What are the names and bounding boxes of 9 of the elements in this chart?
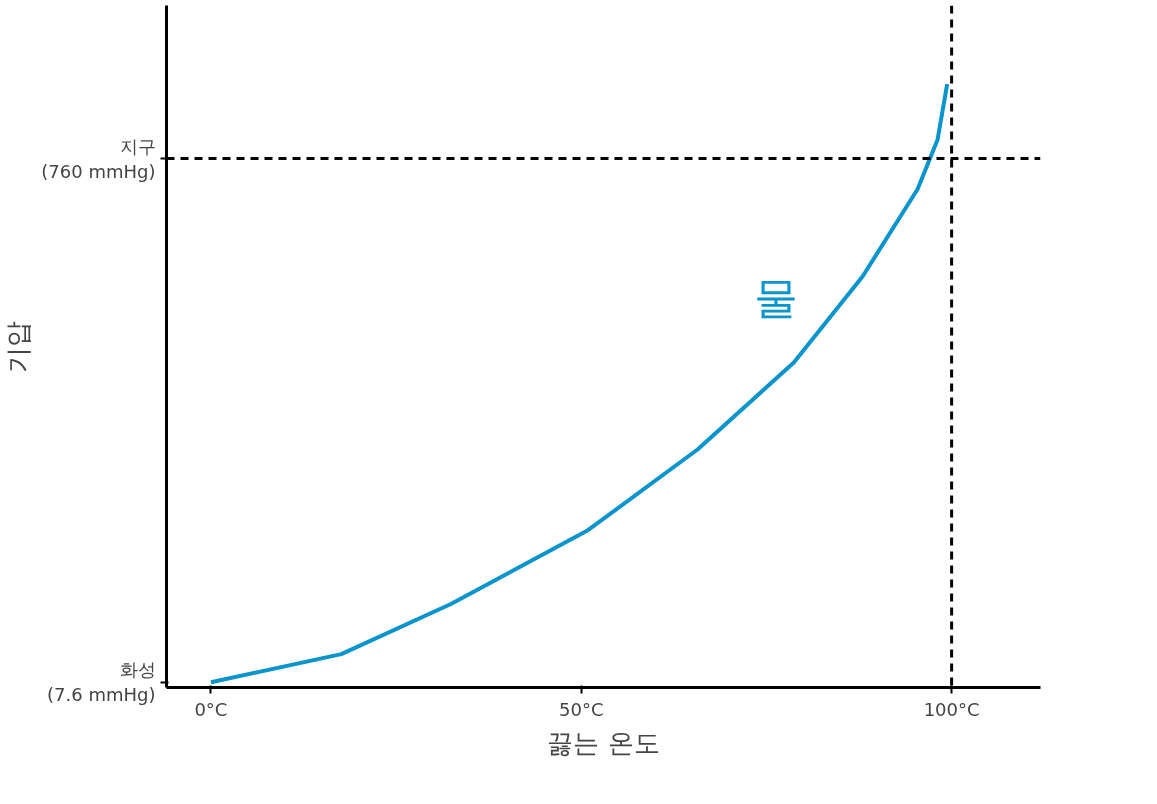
x-tick-label: 0°C — [194, 698, 228, 720]
y-tick-label: 화성 (7.6 mmHg) — [47, 659, 156, 706]
series-label: 물 — [753, 271, 798, 323]
y-axis-title: 기압 — [3, 320, 34, 373]
x-tick-label: 50°C — [559, 698, 604, 720]
x-tick-label: 100°C — [923, 698, 980, 720]
x-axis-title: 끓는 온도 — [547, 727, 660, 758]
y-tick-label: 지구 (760 mmHg) — [41, 135, 156, 182]
line-series — [208, 82, 950, 685]
